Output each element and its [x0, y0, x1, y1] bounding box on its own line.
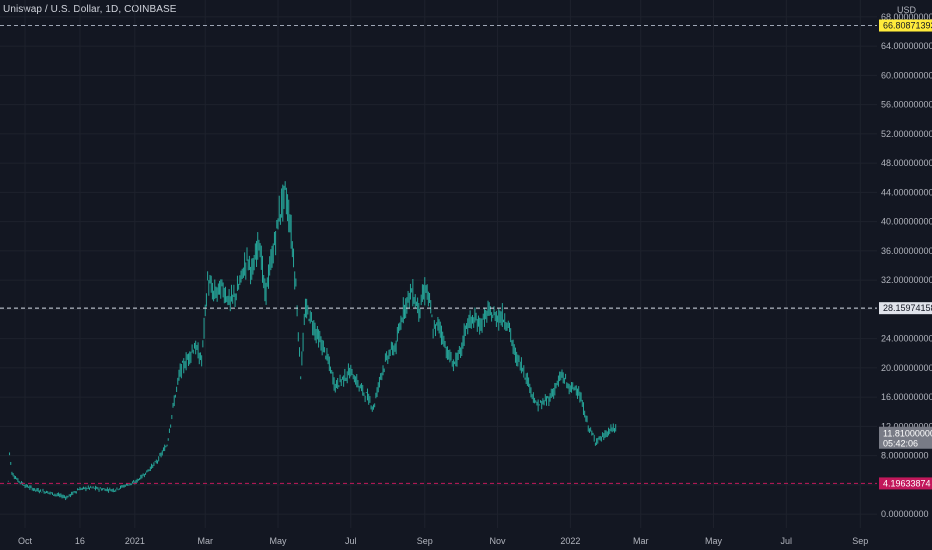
y-tick-label: 0.00000000: [881, 509, 929, 519]
y-tick-label: 44.00000000: [881, 187, 932, 197]
price-series: [7, 181, 617, 501]
current-price-badge: [879, 426, 932, 449]
y-tick-label: 40.00000000: [881, 217, 932, 227]
x-tick-label: Sep: [852, 536, 868, 546]
current-price-label: 11.81000000: [883, 429, 932, 439]
price-badge-label: 28.15974158: [883, 303, 932, 313]
y-tick-label: 8.00000000: [881, 451, 929, 461]
grid: [0, 0, 877, 528]
x-tick-label: Oct: [18, 536, 33, 546]
y-axis: 0.000000004.000000008.0000000012.0000000…: [881, 5, 932, 519]
price-badge-label: 66.80871393: [883, 21, 932, 31]
x-tick-label: Mar: [197, 536, 213, 546]
x-tick-label: 2021: [125, 536, 145, 546]
x-tick-label: Jul: [781, 536, 793, 546]
price-badge: [879, 302, 932, 315]
price-badges: 66.80871393 28.15974158 4.19633874 11.81000…: [879, 19, 932, 490]
price-badge: [879, 477, 932, 490]
x-tick-label: Nov: [490, 536, 507, 546]
x-tick-label: May: [270, 536, 288, 546]
y-tick-label: 12.00000000: [881, 421, 932, 431]
y-tick-label: 20.00000000: [881, 363, 932, 373]
chart-title: Uniswap / U.S. Dollar, 1D, COINBASE: [3, 4, 177, 15]
price-badge: [879, 19, 932, 32]
y-tick-label: 36.00000000: [881, 246, 932, 256]
x-tick-label: May: [705, 536, 723, 546]
currency-label: USD: [897, 5, 917, 15]
y-tick-label: 52.00000000: [881, 129, 932, 139]
y-tick-label: 32.00000000: [881, 275, 932, 285]
y-tick-label: 56.00000000: [881, 100, 932, 110]
y-tick-label: 60.00000000: [881, 70, 932, 80]
x-axis: Oct 16 2021 Mar May Jul Sep Nov 2022 Mar May Jul Sep: [18, 536, 868, 546]
x-tick-label: 16: [75, 536, 85, 546]
x-tick-label: 2022: [560, 536, 580, 546]
y-tick-label: 16.00000000: [881, 392, 932, 402]
y-tick-label: 68.00000000: [881, 12, 932, 22]
y-tick-label: 48.00000000: [881, 158, 932, 168]
x-tick-label: Sep: [417, 536, 433, 546]
y-tick-label: 24.00000000: [881, 334, 932, 344]
x-tick-label: Mar: [633, 536, 649, 546]
price-badge-label: 4.19633874: [883, 478, 931, 488]
x-tick-label: Jul: [345, 536, 357, 546]
y-tick-label: 64.00000000: [881, 41, 932, 51]
candle-countdown-label: 05:42:06: [883, 439, 918, 449]
horizontal-lines: [0, 25, 877, 484]
